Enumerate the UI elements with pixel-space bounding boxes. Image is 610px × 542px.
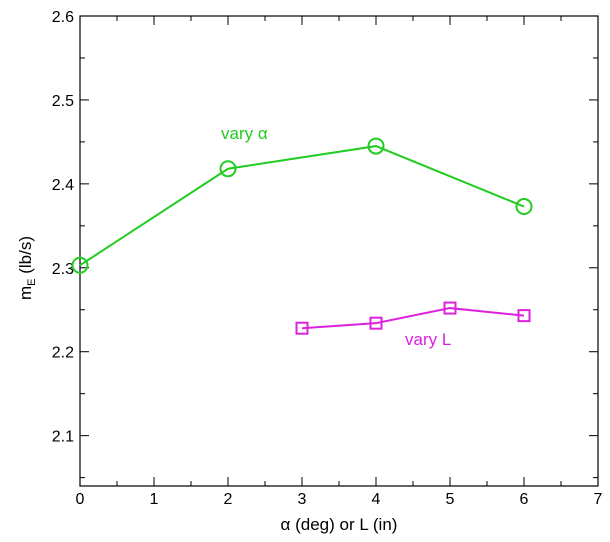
x-tick-label: 6 [520,491,529,508]
data-point-circle [515,198,533,216]
y-tick-label: 2.1 [52,429,74,446]
x-tick-label: 2 [224,491,233,508]
data-point-circle [219,160,237,178]
data-point-circle [71,256,89,274]
plot-area-border [79,15,599,487]
y-axis-title-subscript: E [26,278,38,285]
data-point-square [369,316,383,330]
data-point-circle [367,137,385,155]
series-line-2 [301,307,525,330]
y-tick-label: 2.2 [52,345,74,362]
data-point-square [443,301,457,315]
data-point-square [517,309,531,323]
x-tick-label: 0 [76,491,85,508]
y-axis-title-main: m [16,286,35,300]
y-tick-label: 2.4 [52,177,74,194]
axis-tick-labels: 0 1 2 3 4 5 6 7 2.1 2.2 2.3 2.4 2.5 2.6 [52,9,603,508]
y-tick-label: 2.5 [52,93,74,110]
series-labels: vary α vary L [221,124,451,349]
x-tick-label: 4 [372,491,381,508]
series-label-vary-alpha: vary α [221,124,268,143]
data-point-square [295,321,309,335]
y-tick-label: 2.3 [52,261,74,278]
y-tick-label: 2.6 [52,9,74,26]
x-tick-label: 1 [150,491,159,508]
x-tick-label: 3 [298,491,307,508]
x-tick-label: 7 [594,491,603,508]
series-label-vary-l: vary L [405,330,451,349]
axis-ticks [79,15,599,486]
x-axis-title: α (deg) or L (in) [281,515,398,534]
y-axis-title-unit: (lb/s) [16,236,35,279]
x-tick-label: 5 [446,491,455,508]
series-group [71,137,533,335]
series-line-1 [79,145,525,267]
y-axis-title: mE (lb/s) [16,236,38,300]
plot-frame [79,15,599,487]
